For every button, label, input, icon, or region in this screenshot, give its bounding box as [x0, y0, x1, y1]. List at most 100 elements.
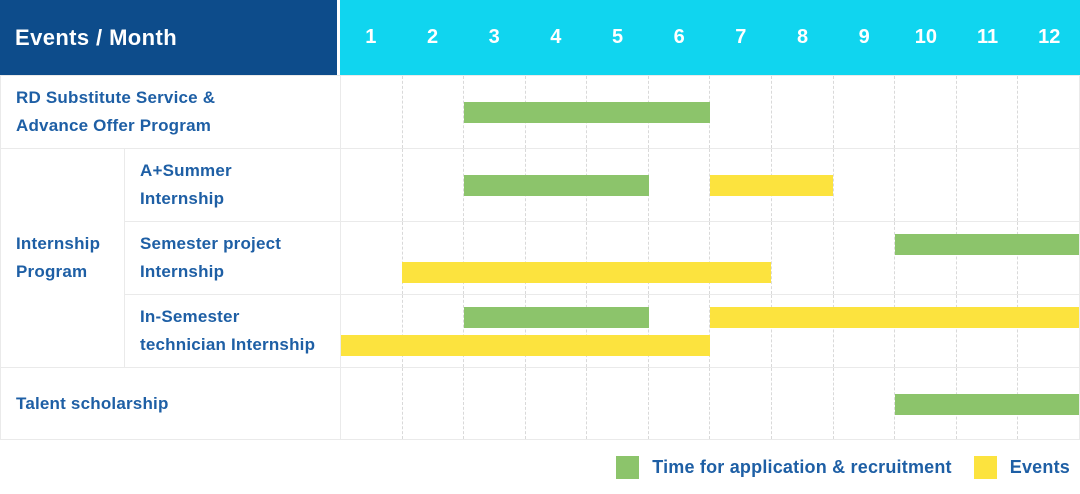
month-gridline: [832, 76, 895, 148]
month-gridline: [401, 222, 464, 294]
month-gridline: [955, 222, 1018, 294]
month-gridline: [832, 295, 895, 367]
chart-row-talent-scholarship: [340, 367, 1080, 440]
month-gridline: [401, 149, 464, 221]
application-green-swatch-icon: [616, 455, 640, 479]
month-header-2: 2: [426, 26, 439, 48]
month-gridline: [894, 222, 956, 294]
month-header-7: 7: [735, 26, 747, 48]
chart-row-in-semester-technician: [340, 294, 1080, 367]
month-header-11: 11: [976, 26, 999, 48]
month-gridline: [341, 368, 402, 439]
application-recruitment-bar: [464, 307, 649, 328]
month-gridline: [463, 295, 525, 367]
group-label-line: Internship: [16, 234, 101, 253]
month-gridline: [647, 295, 710, 367]
month-gridline: [894, 149, 956, 221]
group-label-line: Program: [16, 262, 88, 281]
month-gridline: [341, 295, 402, 367]
month-gridline: [955, 149, 1018, 221]
month-header-6: 6: [673, 26, 685, 48]
month-gridline: [709, 295, 771, 367]
month-gridline: [463, 149, 525, 221]
month-gridline: [771, 295, 833, 367]
legend-label-application: Time for application & recruitment: [652, 456, 952, 477]
months-header-row: 1 2 3 4 5 6 7 8 9 10 11 12: [340, 0, 1080, 75]
month-gridline: [709, 76, 771, 148]
legend-item-application: Time for application & recruitment: [616, 455, 952, 479]
month-gridline: [832, 149, 895, 221]
month-gridline: [341, 149, 402, 221]
month-gridline: [586, 295, 648, 367]
application-recruitment-bar: [464, 102, 710, 123]
events-month-title: Events / Month: [15, 24, 178, 50]
month-gridline: [586, 368, 648, 439]
month-gridline: [524, 222, 587, 294]
month-gridline: [955, 295, 1018, 367]
row-label-a-plus-summer-internship: A+Summer Internship: [124, 148, 340, 221]
events-yellow-swatch-icon: [973, 455, 997, 479]
row-label-line: A+Summer: [140, 161, 232, 180]
month-gridline: [709, 149, 771, 221]
row-label-line: Internship: [140, 189, 225, 208]
legend: Time for application & recruitment Event…: [0, 440, 1080, 494]
events-month-header-cell: Events / Month: [0, 0, 340, 75]
month-header-12: 12: [1038, 26, 1061, 48]
month-gridline: [647, 222, 710, 294]
month-gridline: [894, 76, 956, 148]
month-gridline: [955, 76, 1018, 148]
month-gridline: [463, 368, 525, 439]
application-recruitment-bar: [464, 175, 649, 196]
row-label-line: Semester project: [140, 234, 282, 253]
row-label-line: Talent scholarship: [16, 393, 169, 413]
row-label-line: In-Semester: [140, 307, 240, 326]
event-bar: [710, 307, 1079, 328]
month-gridline: [832, 222, 895, 294]
month-gridline: [586, 222, 648, 294]
month-header-5: 5: [611, 26, 624, 48]
event-bar: [710, 175, 833, 196]
month-gridline: [647, 149, 710, 221]
event-bar: [341, 335, 710, 356]
month-header-1: 1: [365, 26, 377, 48]
row-label-rd-substitute: RD Substitute Service & Advance Offer Pr…: [0, 75, 340, 148]
month-gridline: [401, 368, 464, 439]
row-label-line: RD Substitute Service &: [16, 88, 216, 107]
month-gridline: [647, 368, 710, 439]
month-gridline: [401, 76, 464, 148]
month-gridline: [1017, 222, 1079, 294]
month-header-3: 3: [488, 26, 500, 48]
month-gridline: [832, 368, 895, 439]
month-gridline: [894, 295, 956, 367]
month-gridline: [771, 76, 833, 148]
month-gridline: [771, 368, 833, 439]
month-gridline: [524, 368, 587, 439]
month-gridline: [463, 222, 525, 294]
month-gridline: [341, 222, 402, 294]
application-recruitment-bar: [894, 394, 1079, 415]
legend-label-events: Events: [1009, 456, 1070, 477]
month-gridline: [341, 76, 402, 148]
schedule-table: Events / Month 1 2 3 4 5 6 7 8 9 10 11 1…: [0, 0, 1080, 440]
month-gridline: [709, 368, 771, 439]
month-gridline: [709, 222, 771, 294]
application-recruitment-bar: [894, 234, 1079, 255]
row-label-in-semester-technician: In-Semester technician Internship: [124, 294, 340, 367]
row-label-semester-project-internship: Semester project Internship: [124, 221, 340, 294]
month-gridline: [401, 295, 464, 367]
row-label-line: Advance Offer Program: [16, 116, 212, 135]
row-label-talent-scholarship: Talent scholarship: [0, 367, 340, 440]
chart-row-semester-project: [340, 221, 1080, 294]
month-header-10: 10: [914, 26, 937, 48]
month-gridline: [771, 222, 833, 294]
month-gridline: [1017, 76, 1079, 148]
event-bar: [402, 262, 772, 283]
month-header-9: 9: [858, 26, 870, 48]
month-gridline: [1017, 295, 1079, 367]
chart-row-rd-substitute: [340, 75, 1080, 148]
row-label-line: Internship: [140, 262, 225, 281]
month-gridline: [524, 295, 587, 367]
row-label-line: technician Internship: [140, 335, 316, 354]
month-gridline: [1017, 149, 1079, 221]
